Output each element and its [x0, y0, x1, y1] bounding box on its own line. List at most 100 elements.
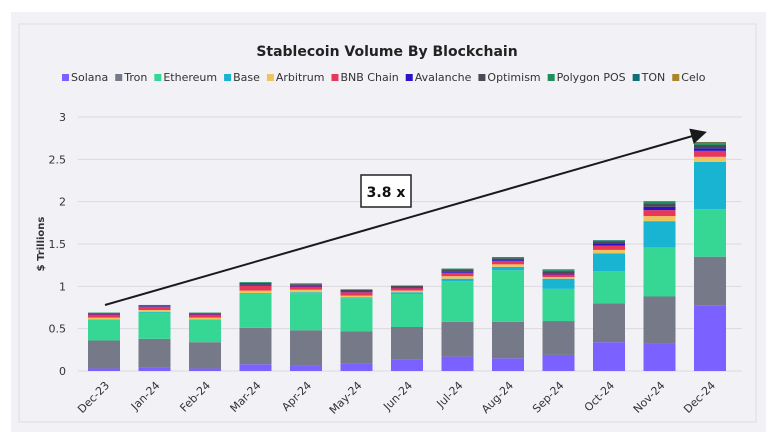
- y-tick-label: 2: [59, 196, 66, 209]
- bar-segment-optimism: [643, 203, 676, 207]
- bar-segment-arbitrum: [138, 310, 171, 312]
- bar-segment-solana: [643, 343, 676, 371]
- legend-swatch: [547, 74, 555, 81]
- bar-segment-solana: [391, 359, 423, 371]
- bar-segment-arbitrum: [239, 290, 272, 294]
- bar-segment-bnb-chain: [391, 288, 423, 291]
- y-tick-label: 0.5: [49, 323, 67, 336]
- bar-segment-ethereum: [290, 293, 322, 331]
- bar-segment-base: [340, 297, 373, 299]
- legend-item: TON: [641, 71, 666, 84]
- bar-segment-ethereum: [694, 209, 726, 257]
- bar-segment-solana: [88, 368, 120, 371]
- legend-item: Base: [233, 71, 260, 84]
- bar-segment-optimism: [441, 269, 474, 272]
- bar-segment-ton: [694, 142, 726, 144]
- bar-segment-optimism: [189, 313, 221, 314]
- bar-segment-base: [492, 266, 524, 271]
- bar-segment-optimism: [593, 241, 625, 244]
- bar-segment-base: [391, 292, 423, 294]
- bar-segment-ton: [643, 201, 676, 202]
- bar-segment-polygon-pos: [138, 304, 171, 306]
- bar-segment-arbitrum: [88, 317, 120, 320]
- bar-segment-solana: [593, 342, 625, 371]
- bar-segment-avalanche: [593, 244, 625, 246]
- bar-segment-tron: [88, 340, 120, 369]
- legend-item: Arbitrum: [276, 71, 325, 84]
- chart-frame: [18, 23, 757, 423]
- bar-segment-solana: [542, 354, 575, 371]
- bar-segment-arbitrum: [391, 290, 423, 293]
- bar-segment-ethereum: [340, 298, 373, 332]
- bar-segment-ethereum: [643, 247, 676, 297]
- annotation-text: 3.8 x: [367, 185, 406, 201]
- bar-segment-optimism: [694, 144, 726, 149]
- bar-segment-base: [290, 292, 322, 294]
- bar-segment-tron: [643, 296, 676, 344]
- bar-segment-avalanche: [542, 273, 575, 275]
- bar-segment-polygon-pos: [290, 283, 322, 285]
- bar-segment-avalanche: [391, 287, 423, 289]
- bar-segment-bnb-chain: [441, 272, 474, 277]
- bar-segment-avalanche: [189, 313, 221, 315]
- bar-segment-bnb-chain: [138, 306, 171, 311]
- growth-arrow: [104, 128, 707, 306]
- bar-segment-tron: [593, 303, 625, 343]
- legend-swatch: [62, 74, 69, 81]
- y-tick-label: 1: [59, 280, 66, 293]
- chart-background: [11, 12, 766, 432]
- bar-segment-solana: [290, 365, 322, 371]
- legend-swatch: [115, 74, 123, 81]
- bar-segment-bnb-chain: [643, 210, 676, 217]
- bar-segment-arbitrum: [290, 289, 322, 293]
- bar-segment-solana: [340, 363, 373, 371]
- bar-segment-optimism: [542, 271, 575, 274]
- bar-segment-polygon-pos: [391, 285, 423, 287]
- bar-segment-base: [694, 161, 726, 210]
- legend-item: BNB Chain: [340, 71, 398, 84]
- bar-segment-solana: [138, 367, 171, 371]
- bar-segment-tron: [189, 342, 221, 369]
- y-tick-label: 1.5: [49, 238, 67, 251]
- bar-segment-arbitrum: [441, 276, 474, 279]
- bar-segment-ton: [492, 257, 524, 258]
- bar-segment-optimism: [391, 285, 423, 288]
- bar-segment-polygon-pos: [694, 143, 726, 145]
- bar-segment-avalanche: [340, 291, 373, 293]
- bars: [88, 141, 726, 371]
- bar-segment-ethereum: [542, 288, 575, 322]
- legend-item: Optimism: [487, 71, 540, 84]
- bar-segment-solana: [441, 356, 474, 371]
- bar-segment-base: [593, 253, 625, 272]
- bar-segment-avalanche: [290, 285, 322, 287]
- bar-segment-ton: [542, 269, 575, 271]
- y-tick-label: 2.5: [49, 153, 67, 166]
- bar-segment-ethereum: [441, 281, 474, 322]
- legend-item: Celo: [681, 71, 706, 84]
- bar-segment-tron: [290, 330, 322, 366]
- bar-segment-bnb-chain: [694, 150, 726, 157]
- bar-segment-bnb-chain: [492, 260, 524, 265]
- bar-segment-ethereum: [189, 319, 221, 343]
- bar-segment-optimism: [340, 289, 373, 292]
- bar-segment-base: [138, 311, 171, 313]
- bar-segment-ton: [593, 240, 625, 241]
- bar-segment-optimism: [239, 282, 272, 285]
- bar-segment-polygon-pos: [340, 289, 373, 290]
- bar-segment-avalanche: [138, 306, 171, 307]
- bar-segment-arbitrum: [593, 249, 625, 254]
- bar-segment-ethereum: [391, 293, 423, 327]
- bar-segment-solana: [694, 305, 726, 371]
- bar-segment-polygon-pos: [189, 312, 221, 314]
- legend-swatch: [224, 74, 232, 81]
- bar-segment-optimism: [138, 305, 171, 307]
- legend-swatch: [331, 74, 339, 81]
- bar-segment-solana: [239, 364, 272, 371]
- bar-segment-tron: [239, 327, 272, 365]
- bar-segment-avalanche: [239, 284, 272, 286]
- y-axis-ticks: 0 0.5 1 1.5 2 2.5 3: [49, 111, 67, 378]
- bar-segment-tron: [391, 326, 423, 360]
- bar-segment-ethereum: [593, 271, 625, 304]
- bar-segment-polygon-pos: [593, 240, 625, 242]
- bar-segment-ethereum: [492, 270, 524, 322]
